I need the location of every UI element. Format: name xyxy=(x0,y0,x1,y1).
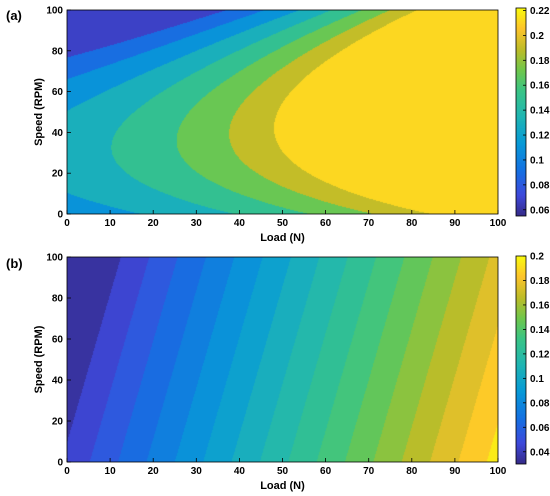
x-tick-label-0-10: 100 xyxy=(490,218,507,229)
x-axis-label-1: Load (N) xyxy=(260,480,305,492)
colorbar-tick-label-1-5: 0.14 xyxy=(530,325,550,336)
colorbar-tick-label-1-0: 0.04 xyxy=(530,447,550,458)
colorbar-0 xyxy=(516,8,526,216)
x-tick-label-0-6: 60 xyxy=(320,218,332,229)
x-tick-label-0-8: 80 xyxy=(406,218,418,229)
colorbar-frame-0 xyxy=(515,7,527,217)
x-tick-label-0-3: 30 xyxy=(191,218,203,229)
x-tick-label-0-0: 0 xyxy=(64,218,70,229)
x-tick-label-1-8: 80 xyxy=(406,466,418,477)
colorbar-tick-label-0-8: 0.22 xyxy=(530,6,550,17)
x-tick-label-1-10: 100 xyxy=(490,466,507,477)
x-tick-label-1-6: 60 xyxy=(320,466,332,477)
x-tick-label-0-7: 70 xyxy=(363,218,375,229)
contour-fill-1 xyxy=(67,257,498,462)
panel-label-1: (b) xyxy=(6,256,23,271)
y-axis-label-0: Speed (RPM) xyxy=(33,78,45,146)
x-tick-label-0-9: 90 xyxy=(449,218,461,229)
y-tick-label-0-4: 80 xyxy=(52,46,64,57)
y-tick-label-0-2: 40 xyxy=(52,128,64,139)
x-tick-label-1-2: 20 xyxy=(148,466,160,477)
colorbar-tick-label-1-3: 0.1 xyxy=(530,374,544,385)
x-tick-label-1-4: 40 xyxy=(234,466,246,477)
y-tick-label-1-4: 80 xyxy=(52,294,64,305)
chart-panel-1: 0 10 20 30 40 50 60 70 80 90 100 0 20 40 60 80 100 Load (… xyxy=(6,252,550,493)
x-tick-label-1-5: 50 xyxy=(277,466,289,477)
colorbar-tick-label-0-1: 0.08 xyxy=(530,180,550,191)
y-tick-label-0-1: 20 xyxy=(52,169,64,180)
y-tick-label-0-0: 0 xyxy=(57,210,63,221)
x-tick-label-0-2: 20 xyxy=(148,218,160,229)
y-tick-label-1-0: 0 xyxy=(57,458,63,469)
x-tick-label-0-1: 10 xyxy=(105,218,117,229)
chart-panel-0: 0 10 20 30 40 50 60 70 80 90 100 0 20 40 60 80 100 Load (… xyxy=(6,6,550,245)
panel-label-0: (a) xyxy=(6,8,22,23)
colorbar-tick-label-1-2: 0.08 xyxy=(530,398,550,409)
colorbar-tick-label-1-6: 0.16 xyxy=(530,300,550,311)
x-tick-label-1-9: 90 xyxy=(449,466,461,477)
y-tick-label-1-1: 20 xyxy=(52,417,64,428)
x-tick-label-0-4: 40 xyxy=(234,218,246,229)
y-tick-label-0-5: 100 xyxy=(46,6,63,17)
colorbar-tick-label-0-2: 0.1 xyxy=(530,155,544,166)
colorbar-tick-label-0-4: 0.14 xyxy=(530,106,550,117)
colorbar-tick-label-1-7: 0.18 xyxy=(530,276,550,287)
colorbar-1 xyxy=(516,256,526,464)
x-tick-label-0-5: 50 xyxy=(277,218,289,229)
colorbar-tick-label-1-8: 0.2 xyxy=(530,252,544,263)
x-tick-label-1-0: 0 xyxy=(64,466,70,477)
y-tick-label-1-2: 40 xyxy=(52,376,64,387)
colorbar-frame-1 xyxy=(515,255,527,465)
colorbar-tick-label-1-4: 0.12 xyxy=(530,349,550,360)
colorbar-tick-label-0-6: 0.18 xyxy=(530,56,550,67)
colorbar-tick-label-0-3: 0.12 xyxy=(530,131,550,142)
y-tick-label-0-3: 60 xyxy=(52,87,64,98)
x-axis-label-0: Load (N) xyxy=(260,232,305,244)
colorbar-tick-label-0-5: 0.16 xyxy=(530,81,550,92)
y-tick-label-1-3: 60 xyxy=(52,335,64,346)
colorbar-tick-label-1-1: 0.06 xyxy=(530,423,550,434)
x-tick-label-1-3: 30 xyxy=(191,466,203,477)
colorbar-tick-label-0-7: 0.2 xyxy=(530,31,544,42)
contour-fill-0 xyxy=(67,10,498,214)
x-tick-label-1-1: 10 xyxy=(105,466,117,477)
x-tick-label-1-7: 70 xyxy=(363,466,375,477)
y-axis-label-1: Speed (RPM) xyxy=(33,325,45,393)
colorbar-tick-label-0-0: 0.06 xyxy=(530,205,550,216)
y-tick-label-1-5: 100 xyxy=(46,253,63,264)
